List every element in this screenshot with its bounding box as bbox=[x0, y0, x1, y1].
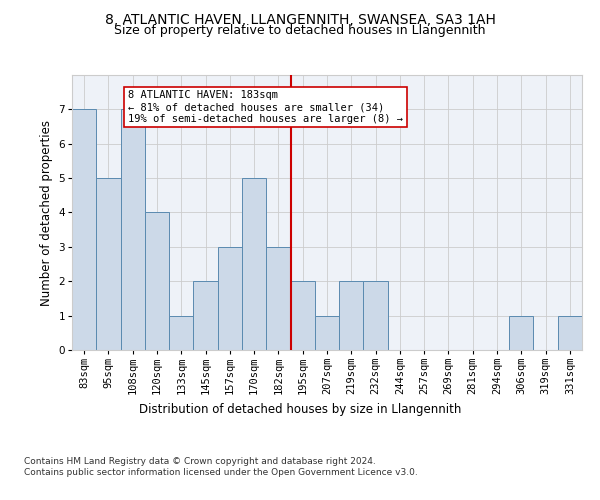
Bar bbox=[558, 316, 582, 350]
Bar bbox=[364, 281, 388, 350]
Bar bbox=[218, 247, 242, 350]
Bar bbox=[315, 316, 339, 350]
Bar bbox=[266, 247, 290, 350]
Bar bbox=[339, 281, 364, 350]
Text: Size of property relative to detached houses in Llangennith: Size of property relative to detached ho… bbox=[114, 24, 486, 37]
Bar bbox=[169, 316, 193, 350]
Bar bbox=[145, 212, 169, 350]
Bar bbox=[193, 281, 218, 350]
Bar bbox=[242, 178, 266, 350]
Text: 8, ATLANTIC HAVEN, LLANGENNITH, SWANSEA, SA3 1AH: 8, ATLANTIC HAVEN, LLANGENNITH, SWANSEA,… bbox=[104, 12, 496, 26]
Text: Contains HM Land Registry data © Crown copyright and database right 2024.
Contai: Contains HM Land Registry data © Crown c… bbox=[24, 458, 418, 477]
Y-axis label: Number of detached properties: Number of detached properties bbox=[40, 120, 53, 306]
Text: 8 ATLANTIC HAVEN: 183sqm
← 81% of detached houses are smaller (34)
19% of semi-d: 8 ATLANTIC HAVEN: 183sqm ← 81% of detach… bbox=[128, 90, 403, 124]
Bar bbox=[72, 110, 96, 350]
Text: Distribution of detached houses by size in Llangennith: Distribution of detached houses by size … bbox=[139, 402, 461, 415]
Bar bbox=[290, 281, 315, 350]
Bar bbox=[509, 316, 533, 350]
Bar bbox=[96, 178, 121, 350]
Bar bbox=[121, 110, 145, 350]
